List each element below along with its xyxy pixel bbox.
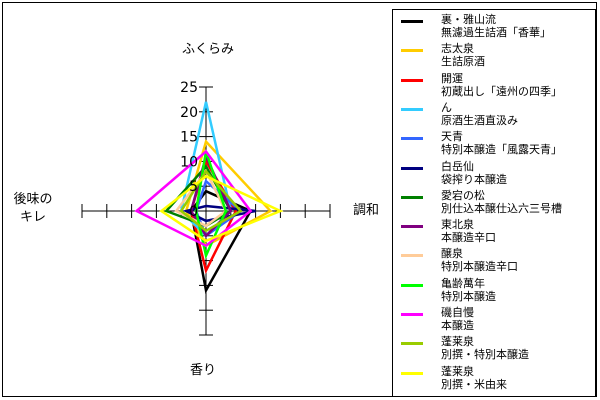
legend-series-name: 愛宕の松 <box>441 188 485 202</box>
legend-item: 蓬莱泉 別撰・米由来 <box>393 365 597 391</box>
legend-series-desc: 袋搾り本醸造 <box>441 172 507 186</box>
legend-series-name: 白岳仙 <box>441 159 474 173</box>
tick-label-20: 20 <box>180 105 198 121</box>
chart-frame: 0 5 10 15 20 25 ふくらみ 調和 香り 後味の キレ 裏・雅山流 無濾過生詰酒… <box>2 2 597 397</box>
tick-label-25: 25 <box>180 80 198 96</box>
tick-label-0: 0 <box>189 204 198 220</box>
axis-label-chowa: 調和 <box>353 203 379 218</box>
legend-series-name: 裏・雅山流 <box>441 13 496 26</box>
series-line-8 <box>174 168 228 228</box>
legend-series-name: 磯自慢 <box>441 306 474 319</box>
tick-label-10: 10 <box>180 154 198 170</box>
legend-item: 天青 特別本醸造「風露天青」 <box>393 130 597 156</box>
legend-series-desc: 無濾過生詰酒「香華」 <box>441 26 551 39</box>
axis-label-kire-line1: 後味の <box>13 192 52 207</box>
legend-series-name: 東北泉 <box>441 218 474 232</box>
legend-series-desc: 別撰・米由来 <box>441 377 507 391</box>
series-line-11 <box>179 169 243 233</box>
legend-series-desc: 別撰・特別本醸造 <box>441 348 529 362</box>
legend-item: 亀齢萬年 特別本醸造 <box>393 277 597 303</box>
legend-item: 蓬莱泉 別撰・特別本醸造 <box>393 335 597 361</box>
legend-series-name: 蓬莱泉 <box>441 364 474 378</box>
legend-item: ん原酒生酒直汲み <box>393 101 597 127</box>
legend-series-desc: 特別本醸造辛口 <box>441 260 518 274</box>
tick-label-15: 15 <box>180 130 198 146</box>
legend-swatch <box>401 166 423 170</box>
legend-swatch <box>401 371 423 375</box>
legend-item: 東北泉 本醸造辛口 <box>393 218 597 244</box>
legend-series-desc: 本醸造辛口 <box>441 231 496 245</box>
legend-item: 磯自慢 本醸造 <box>393 306 597 332</box>
legend-series-desc: 生詰原酒 <box>441 55 485 69</box>
legend-item: 開運 初蔵出し「遠州の四季」 <box>393 72 597 98</box>
axis-label-kaori: 香り <box>190 363 216 378</box>
legend-series-desc: 別仕込本醸仕込六三号槽 <box>441 201 562 215</box>
legend-swatch <box>401 137 423 141</box>
series-line-9 <box>194 151 228 260</box>
legend-series-name: 開運 <box>441 71 463 85</box>
tick-label-5: 5 <box>189 179 198 195</box>
legend-swatch <box>401 225 423 229</box>
legend-series-name: 志太泉 <box>441 42 474 56</box>
legend-series-desc: 本醸造 <box>441 319 474 332</box>
axis-label-kire-line2: キレ <box>20 210 46 225</box>
legend-item: 裏・雅山流 無濾過生詰酒「香華」 <box>393 13 597 39</box>
legend-series-name: ん <box>441 100 452 114</box>
legend-swatch <box>401 283 423 287</box>
series-line-7 <box>189 152 233 238</box>
legend-swatch <box>401 20 423 23</box>
legend-series-desc: 特別本醸造「風露天青」 <box>441 143 562 157</box>
legend-swatch <box>401 78 423 82</box>
legend-swatch <box>401 49 423 53</box>
legend: 裏・雅山流 無濾過生詰酒「香華」 志太泉 生詰原酒 開運 初蔵出し「遠州の四季」ん原酒生酒… <box>392 9 596 397</box>
legend-item: 志太泉 生詰原酒 <box>393 42 597 68</box>
legend-item: 醸泉 特別本醸造辛口 <box>393 247 597 273</box>
axis-label-fukurami: ふくらみ <box>182 42 234 57</box>
axes-layer <box>81 86 331 336</box>
legend-series-desc: 初蔵出し「遠州の四季」 <box>441 84 562 98</box>
series-line-12 <box>159 174 284 243</box>
legend-series-name: 天青 <box>441 130 463 144</box>
legend-swatch <box>401 195 423 199</box>
legend-series-desc: 原酒生酒直汲み <box>441 113 518 127</box>
legend-item: 白岳仙 袋搾り本醸造 <box>393 160 597 186</box>
legend-swatch <box>401 342 423 346</box>
legend-series-name: 蓬莱泉 <box>441 335 474 349</box>
tick-label-layer: 0 5 10 15 20 25 <box>180 80 198 220</box>
legend-swatch <box>401 313 423 316</box>
series-layer <box>134 101 284 295</box>
legend-series-name: 亀齢萬年 <box>441 276 485 290</box>
legend-swatch <box>401 107 423 111</box>
legend-series-name: 醸泉 <box>441 247 463 261</box>
legend-series-desc: 特別本醸造 <box>441 289 496 303</box>
legend-item: 愛宕の松 別仕込本醸仕込六三号槽 <box>393 189 597 215</box>
legend-swatch <box>401 254 423 258</box>
radar-chart: 0 5 10 15 20 25 ふくらみ 調和 香り 後味の キレ <box>13 42 379 378</box>
